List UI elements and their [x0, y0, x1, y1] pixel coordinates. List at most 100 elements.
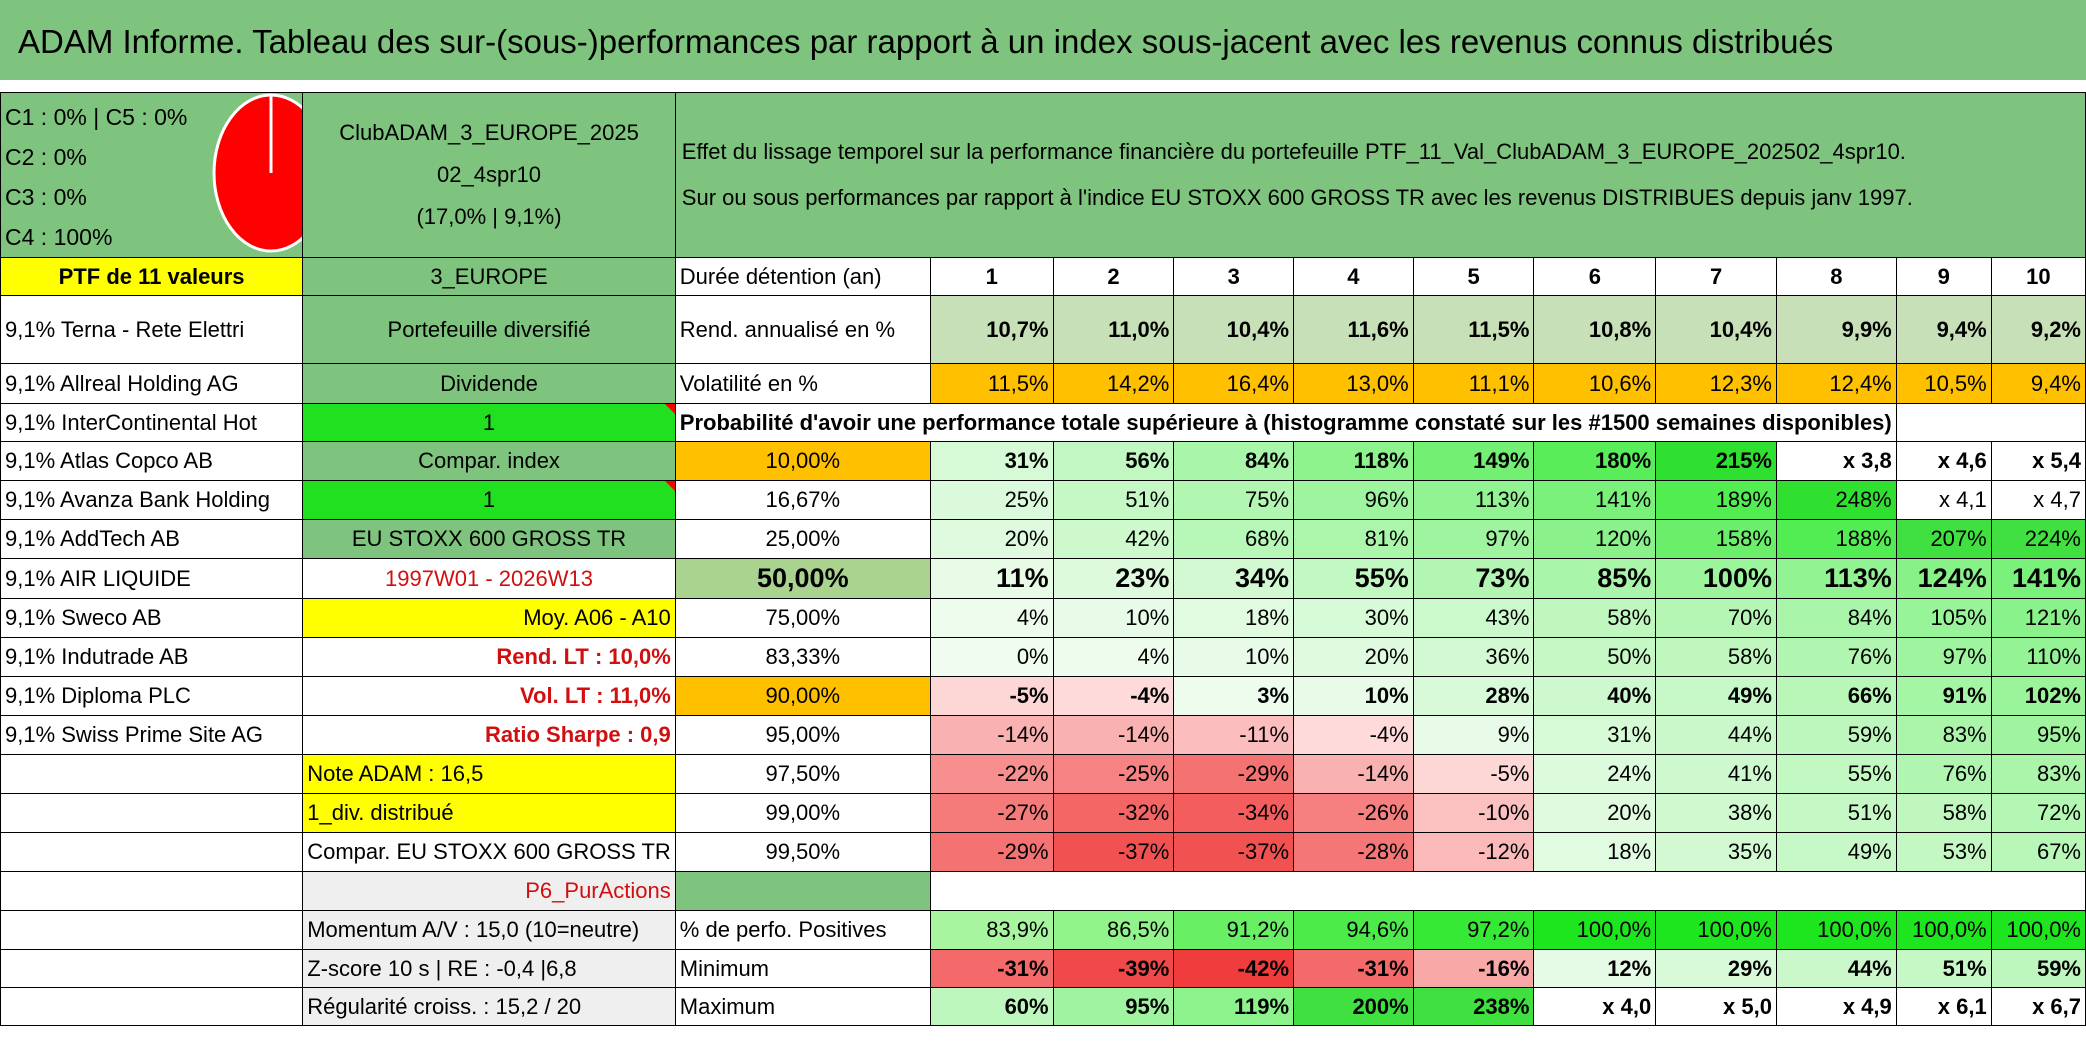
- holding-item: 9,1% AddTech AB: [0, 519, 304, 559]
- prob-value: 20%: [1533, 793, 1657, 833]
- sharpe-ratio: Ratio Sharpe : 0,9: [302, 715, 676, 755]
- prob-value: 10%: [1293, 676, 1414, 716]
- prob-value: 10%: [1052, 598, 1175, 638]
- holding-item: 9,1% Indutrade AB: [0, 637, 304, 677]
- prob-value: -27%: [929, 793, 1054, 833]
- table-row: Régularité croiss. : 15,2 / 20 Maximum 60%…: [0, 987, 2086, 1026]
- rend-value: 9,4%: [1895, 295, 1992, 364]
- prob-value: -4%: [1052, 676, 1175, 716]
- max-value: x 4,9: [1775, 987, 1897, 1026]
- table-row: Note ADAM : 16,5 97,50% -22% -25% -29% -14% -5…: [0, 754, 2086, 794]
- legend-item: C3 : 0%: [5, 184, 87, 210]
- year-header: 1: [929, 257, 1054, 296]
- min-value: -31%: [1293, 949, 1414, 988]
- prob-value: 20%: [929, 519, 1054, 559]
- max-value: x 6,7: [1990, 987, 2086, 1026]
- prob-value: 56%: [1052, 441, 1175, 481]
- prob-value: 70%: [1655, 598, 1777, 638]
- prob-value: 36%: [1412, 637, 1535, 677]
- prob-value: 35%: [1655, 832, 1777, 872]
- min-value: 51%: [1895, 949, 1992, 988]
- max-value: 95%: [1052, 987, 1175, 1026]
- pos-value: 91,2%: [1173, 910, 1295, 950]
- prob-value: -37%: [1052, 832, 1175, 872]
- table-row: 9,1% AddTech AB EU STOXX 600 GROSS TR 25,0…: [0, 519, 2086, 559]
- regularite: Régularité croiss. : 15,2 / 20: [302, 987, 676, 1026]
- legend-item: C2 : 0%: [5, 144, 87, 170]
- prob-value: 76%: [1775, 637, 1897, 677]
- empty-cell: [0, 910, 304, 950]
- empty-cell: [0, 987, 304, 1026]
- prob-value: 38%: [1655, 793, 1777, 833]
- year-header: 10: [1990, 257, 2086, 296]
- prob-value: 97%: [1412, 519, 1535, 559]
- fund-performance: (17,0% | 9,1%): [416, 204, 562, 229]
- note-adam: Note ADAM : 16,5: [302, 754, 676, 794]
- prob-value: 158%: [1655, 519, 1777, 559]
- momentum: Momentum A/V : 15,0 (10=neutre): [302, 910, 676, 950]
- prob-value: 100%: [1655, 558, 1777, 599]
- prob-value: 141%: [1533, 480, 1657, 520]
- min-label: Minimum: [674, 949, 931, 988]
- max-value: x 5,0: [1655, 987, 1777, 1026]
- prob-value: 207%: [1895, 519, 1992, 559]
- empty-cell: [929, 871, 2086, 911]
- max-value: x 6,1: [1895, 987, 1992, 1026]
- rend-lt: Rend. LT : 10,0%: [302, 637, 676, 677]
- prob-value: -14%: [929, 715, 1054, 755]
- prob-value: x 5,4: [1990, 441, 2086, 481]
- prob-value: 24%: [1533, 754, 1657, 794]
- vol-value: 16,4%: [1173, 363, 1295, 404]
- min-value: -16%: [1412, 949, 1535, 988]
- prob-value: -26%: [1293, 793, 1414, 833]
- min-value: 59%: [1990, 949, 2086, 988]
- empty-green-cell: [674, 871, 931, 911]
- percentile-label: 95,00%: [674, 715, 931, 755]
- pos-value: 97,2%: [1412, 910, 1535, 950]
- prob-value: x 3,8: [1775, 441, 1897, 481]
- prob-value: 66%: [1775, 676, 1897, 716]
- prob-value: 68%: [1173, 519, 1295, 559]
- table-row: 9,1% AIR LIQUIDE 1997W01 - 2026W13 50,00% 1…: [0, 558, 2086, 599]
- legend-item: C4 : 100%: [5, 224, 113, 250]
- max-value: 238%: [1412, 987, 1535, 1026]
- prob-value: 95%: [1990, 715, 2086, 755]
- percentile-label: 90,00%: [674, 676, 931, 716]
- table-row: 9,1% Terna - Rete Elettri Portefeuille di…: [0, 295, 2086, 364]
- holding-item: 9,1% Swiss Prime Site AG: [0, 715, 304, 755]
- prob-value: 188%: [1775, 519, 1897, 559]
- prob-value: 141%: [1990, 558, 2086, 599]
- table-row: 9,1% Swiss Prime Site AG Ratio Sharpe : 0…: [0, 715, 2086, 755]
- prob-value: 50%: [1533, 637, 1657, 677]
- prob-value: 28%: [1412, 676, 1535, 716]
- min-value: -39%: [1052, 949, 1175, 988]
- prob-value: 34%: [1173, 558, 1295, 599]
- pos-value: 100,0%: [1533, 910, 1657, 950]
- empty-cell: [0, 949, 304, 988]
- vol-value: 12,4%: [1775, 363, 1897, 404]
- prob-value: 18%: [1533, 832, 1657, 872]
- table-row: 9,1% Sweco AB Moy. A06 - A10 75,00% 4% 10% 18…: [0, 598, 2086, 638]
- fund-name-line2: 02_4spr10: [437, 162, 541, 187]
- prob-value: -10%: [1412, 793, 1535, 833]
- vol-lt: Vol. LT : 11,0%: [302, 676, 676, 716]
- zscore: Z-score 10 s | RE : -0,4 |6,8: [302, 949, 676, 988]
- moy-label: Moy. A06 - A10: [302, 598, 676, 638]
- prob-value: 124%: [1895, 558, 1992, 599]
- empty-cell: [1895, 403, 2086, 442]
- prob-value: -14%: [1052, 715, 1175, 755]
- period: 1997W01 - 2026W13: [302, 558, 676, 599]
- pos-value: 100,0%: [1895, 910, 1992, 950]
- holding-item: 9,1% AIR LIQUIDE: [0, 558, 304, 599]
- prob-value: -34%: [1173, 793, 1295, 833]
- compar-index-value: 1: [302, 480, 676, 520]
- holding-item: 9,1% Sweco AB: [0, 598, 304, 638]
- prob-value: 41%: [1655, 754, 1777, 794]
- vol-value: 14,2%: [1052, 363, 1175, 404]
- prob-value: -22%: [929, 754, 1054, 794]
- prob-value: 53%: [1895, 832, 1992, 872]
- prob-value: 58%: [1533, 598, 1657, 638]
- prob-value: 44%: [1655, 715, 1777, 755]
- description-cell: Effet du lissage temporel sur la perform…: [674, 92, 2086, 258]
- performance-sheet: C1 : 0% | C5 : 0% C2 : 0% C3 : 0% C4 : 100%…: [0, 92, 2086, 1026]
